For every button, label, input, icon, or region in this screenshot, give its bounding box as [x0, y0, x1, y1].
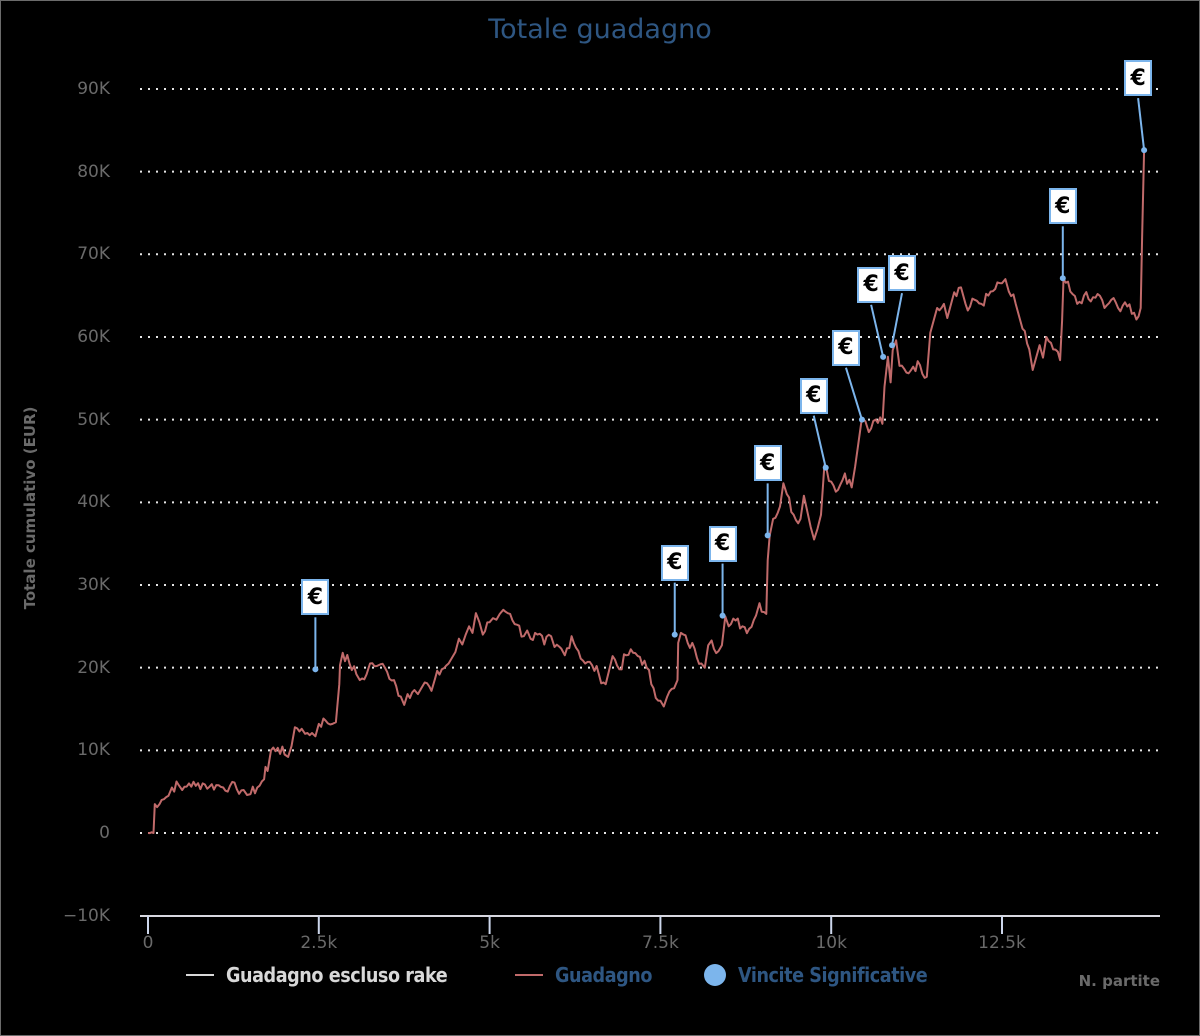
- significant-win-flag[interactable]: €: [753, 445, 782, 482]
- legend-label: Guadagno: [555, 963, 653, 987]
- x-tick-label: 12.5k: [978, 933, 1026, 953]
- significant-win-flag[interactable]: €: [1124, 60, 1153, 97]
- flag-anchor-dot: [889, 342, 896, 349]
- chart-title: Totale guadagno: [488, 14, 712, 45]
- significant-win-flag[interactable]: €: [301, 579, 330, 616]
- flag-stem: [870, 304, 885, 358]
- flag-anchor-dot: [312, 666, 319, 673]
- flag-stem: [1137, 98, 1146, 151]
- significant-win-flag[interactable]: €: [857, 266, 886, 303]
- flag-stems: [312, 98, 1148, 673]
- x-tick-label: 2.5k: [300, 933, 338, 953]
- circle-marker-icon: [703, 964, 726, 986]
- significant-win-flag[interactable]: €: [799, 377, 828, 414]
- flag-anchor-dot: [858, 416, 865, 423]
- euro-icon: €: [1055, 193, 1071, 219]
- y-tick-label: 30K: [77, 574, 110, 595]
- flag-anchor-dot: [671, 631, 678, 638]
- line-swatch-icon: [186, 974, 214, 976]
- euro-icon: €: [1130, 65, 1146, 91]
- significant-win-flag[interactable]: €: [888, 255, 916, 292]
- y-tick-label: 10K: [77, 740, 110, 761]
- y-tick-label: 60K: [77, 326, 110, 347]
- gridlines: [140, 87, 1160, 834]
- y-tick-label: 20K: [77, 657, 110, 678]
- legend-item-guadagno[interactable]: Guadagno: [515, 963, 665, 987]
- series-guadagno-line[interactable]: [147, 149, 1147, 835]
- flag-anchor-dot: [1059, 275, 1066, 282]
- flag-anchor-dot: [764, 532, 771, 539]
- flag-anchor-dot: [1141, 147, 1148, 154]
- y-tick-label: 0: [99, 823, 110, 843]
- flag-stem: [812, 415, 827, 468]
- significant-win-flag[interactable]: €: [831, 329, 860, 366]
- flag-anchor-dot: [880, 353, 887, 360]
- legend-item-guadagno-escluso-rake[interactable]: Guadagno escluso rake: [186, 963, 477, 987]
- euro-icon: €: [863, 272, 879, 298]
- flag-stem: [891, 293, 903, 346]
- x-tick-label: 10k: [815, 933, 847, 953]
- x-axis: [140, 915, 1160, 934]
- legend-item-vincite-significative[interactable]: Vincite Significative: [703, 963, 953, 987]
- euro-icon: €: [806, 383, 822, 409]
- euro-icon: €: [307, 584, 324, 610]
- y-tick-label: 70K: [77, 244, 110, 265]
- x-tick-label: 5k: [479, 933, 500, 953]
- y-tick-label: 50K: [77, 409, 110, 430]
- x-tick-label: 7.5k: [641, 933, 679, 953]
- legend: Guadagno escluso rake Guadagno Vincite S…: [186, 962, 991, 988]
- x-axis-title: N. partite: [1078, 972, 1160, 990]
- y-tick-label: −10K: [62, 905, 110, 926]
- flag-stem: [844, 367, 863, 420]
- significant-win-flag[interactable]: €: [708, 525, 737, 562]
- euro-icon: €: [894, 260, 910, 286]
- y-tick-label: 40K: [77, 492, 110, 513]
- x-tick-label: 0: [142, 933, 154, 953]
- euro-icon: €: [760, 450, 776, 476]
- euro-icon: €: [667, 550, 683, 576]
- euro-icon: €: [838, 335, 854, 361]
- legend-label: Vincite Significative: [737, 963, 928, 987]
- euro-icon: €: [714, 531, 731, 557]
- legend-label: Guadagno escluso rake: [226, 963, 448, 987]
- flag-anchor-dot: [822, 464, 829, 471]
- significant-win-flag[interactable]: €: [660, 544, 689, 581]
- line-swatch-icon: [515, 974, 544, 976]
- flag-anchor-dot: [719, 612, 726, 619]
- y-tick-label: 90K: [77, 78, 110, 99]
- y-tick-label: 80K: [77, 161, 110, 182]
- significant-win-flag[interactable]: €: [1048, 188, 1077, 225]
